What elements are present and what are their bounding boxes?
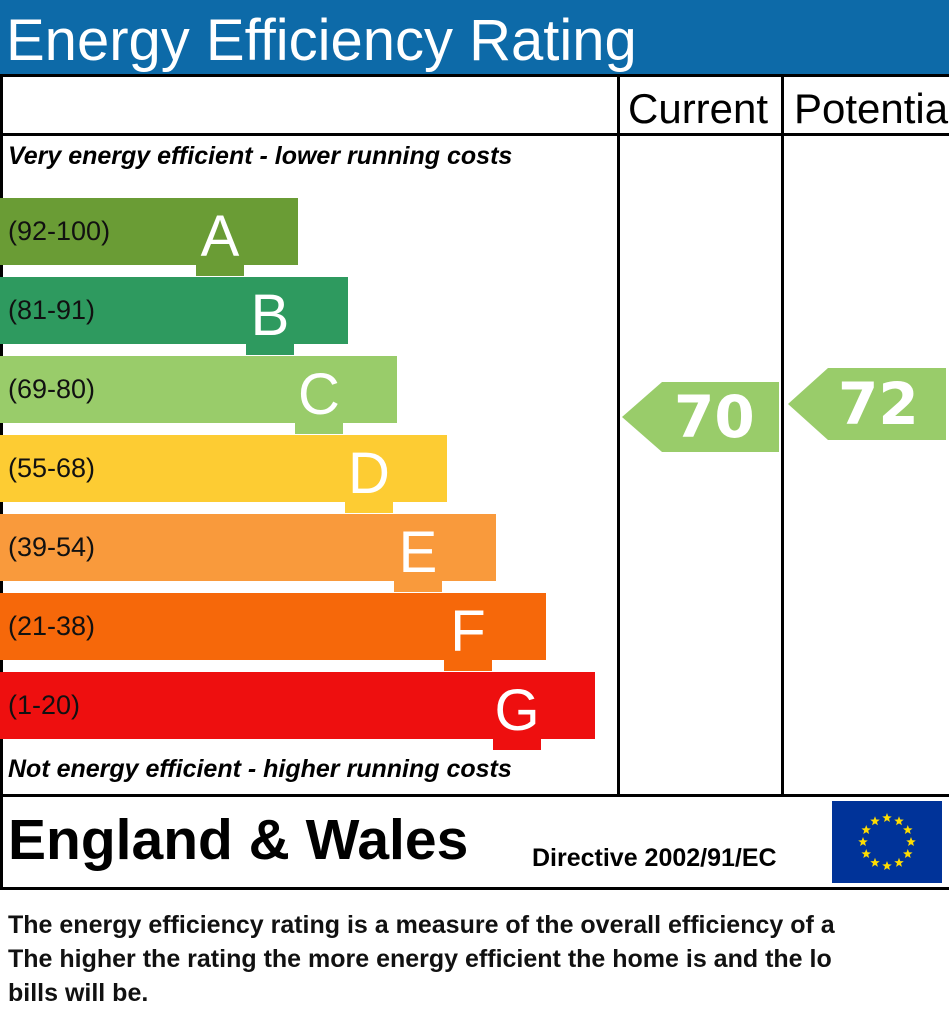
header-divider	[0, 133, 949, 136]
band-range-label: (21-38)	[8, 611, 96, 641]
explanation-line-2: The higher the rating the more energy ef…	[8, 945, 832, 973]
potential-rating-value: 72	[838, 370, 919, 438]
eu-star	[861, 825, 871, 835]
explanation-text: The energy efficiency rating is a measur…	[8, 908, 949, 1010]
top-caption: Very energy efficient - lower running co…	[8, 142, 513, 170]
eu-star	[870, 857, 880, 867]
eu-star	[903, 849, 913, 859]
potential-column-header: Potentia	[794, 85, 949, 132]
rating-band-a: (92-100) A	[0, 198, 298, 276]
eu-star	[903, 825, 913, 835]
eu-star	[894, 816, 904, 826]
page-title: Energy Efficiency Rating	[6, 8, 641, 74]
current-column-divider	[617, 74, 620, 797]
band-range-label: (55-68)	[8, 453, 96, 483]
band-letter: G	[493, 672, 541, 750]
band-range-label: (39-54)	[8, 532, 96, 562]
eu-star	[861, 849, 871, 859]
rating-band-f: (21-38) F	[0, 593, 546, 671]
current-rating-arrow: 70	[622, 382, 779, 452]
eu-flag-icon	[832, 801, 942, 883]
potential-column-divider	[781, 74, 784, 797]
bottom-caption: Not energy efficient - higher running co…	[8, 755, 512, 783]
band-letter: B	[246, 277, 294, 355]
directive-label: Directive 2002/91/EC	[532, 844, 777, 872]
eu-star	[858, 837, 868, 847]
footer-box	[0, 794, 949, 890]
band-letter: F	[444, 593, 492, 671]
potential-rating-arrow: 72	[788, 368, 946, 440]
eu-star	[870, 816, 880, 826]
band-letter: C	[295, 356, 343, 434]
rating-band-e: (39-54) E	[0, 514, 496, 592]
band-range-label: (92-100)	[8, 216, 111, 246]
rating-band-g: (1-20) G	[0, 672, 595, 750]
eu-star	[882, 813, 892, 823]
band-range-label: (1-20)	[8, 690, 81, 720]
band-letter: E	[394, 514, 442, 592]
band-range-label: (81-91)	[8, 295, 96, 325]
region-label: England & Wales	[8, 808, 469, 872]
eu-star	[906, 837, 916, 847]
eu-star	[894, 857, 904, 867]
current-rating-value: 70	[674, 383, 755, 451]
rating-band-c: (69-80) C	[0, 356, 397, 434]
explanation-line-1: The energy efficiency rating is a measur…	[8, 911, 835, 939]
explanation-line-3: bills will be.	[8, 979, 149, 1007]
current-column-header: Current	[628, 85, 769, 132]
rating-band-b: (81-91) B	[0, 277, 348, 355]
eu-star	[882, 861, 892, 871]
band-letter: D	[345, 435, 393, 513]
band-range-label: (69-80)	[8, 374, 96, 404]
rating-band-d: (55-68) D	[0, 435, 447, 513]
band-letter: A	[196, 198, 244, 276]
